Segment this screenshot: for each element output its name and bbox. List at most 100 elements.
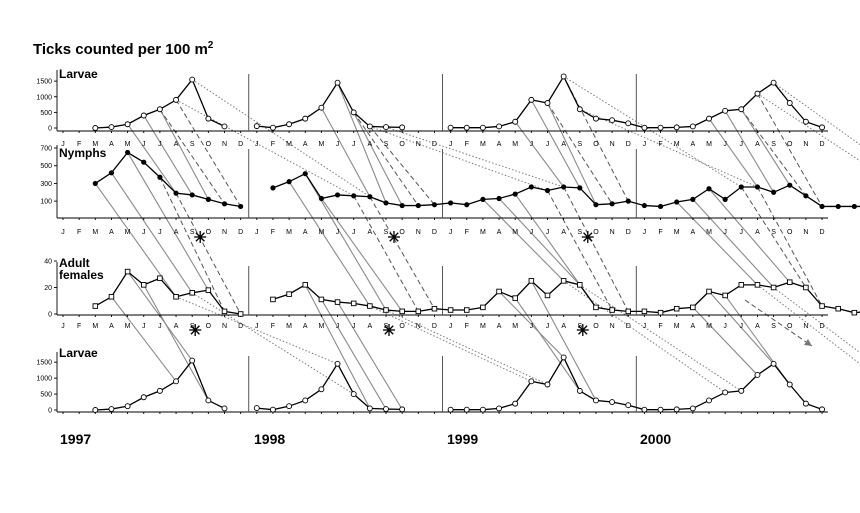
data-point: [609, 399, 616, 405]
month-label: J: [723, 229, 727, 236]
data-point: [156, 387, 163, 394]
data-point: [593, 115, 599, 122]
month-label: A: [174, 141, 179, 148]
data-point: [221, 123, 228, 130]
month-label: S: [384, 229, 389, 236]
data-point: [835, 203, 841, 210]
data-point: [528, 184, 534, 190]
data-point: [479, 406, 486, 413]
link-line: [127, 152, 209, 291]
data-point: [496, 123, 502, 130]
data-point: [786, 381, 793, 388]
data-point: [238, 203, 244, 210]
month-label: J: [61, 229, 65, 236]
month-label: J: [740, 323, 744, 330]
month-label: M: [92, 141, 98, 148]
year-label-1999: 1999: [447, 431, 478, 447]
month-label: M: [706, 141, 712, 148]
asterisk-stroke: [578, 325, 588, 335]
link-line: [143, 115, 193, 196]
month-label: J: [530, 323, 534, 330]
data-point: [706, 115, 712, 122]
month-label: M: [674, 141, 680, 148]
data-series: [92, 73, 860, 413]
link-line: [773, 82, 860, 146]
data-point: [302, 397, 309, 404]
asterisk-stroke: [389, 232, 399, 242]
data-point: [802, 118, 809, 125]
month-label: M: [286, 323, 292, 330]
month-label: J: [255, 141, 259, 148]
month-label: D: [626, 141, 631, 148]
data-point: [221, 201, 228, 207]
data-point: [302, 282, 309, 288]
link-line: [304, 284, 371, 409]
data-point: [108, 294, 115, 300]
larvae-top-line: [256, 81, 403, 129]
link-line: [175, 296, 338, 365]
asterisk-stroke: [190, 325, 200, 335]
link-line: [547, 102, 613, 205]
data-point: [367, 303, 373, 309]
link-line: [111, 296, 177, 382]
month-label: O: [593, 229, 599, 236]
month-label: A: [303, 323, 308, 330]
month-label: D: [238, 141, 243, 148]
asterisk-stroke: [195, 232, 205, 242]
asterisk-icon: [383, 324, 395, 336]
data-point: [706, 186, 712, 192]
month-label: O: [206, 323, 212, 330]
y-tick-label: 300: [40, 181, 52, 188]
data-point: [415, 202, 421, 209]
data-point: [205, 196, 211, 202]
data-point: [350, 300, 357, 307]
data-point: [302, 115, 309, 122]
month-label: J: [643, 229, 647, 236]
month-label: J: [449, 323, 453, 330]
larvae-top-label: Larvae: [59, 67, 98, 81]
link-line: [563, 186, 629, 312]
data-point: [512, 400, 519, 407]
data-point: [657, 124, 664, 131]
data-point: [593, 304, 599, 311]
month-label: M: [706, 323, 712, 330]
month-label: A: [561, 323, 566, 330]
data-point: [544, 381, 551, 388]
month-label: D: [626, 323, 631, 330]
asterisk-icon: [576, 324, 589, 336]
y-tick-label: 500: [40, 392, 52, 399]
data-point: [286, 291, 292, 297]
link-line: [498, 291, 565, 358]
month-label: J: [255, 229, 259, 236]
month-label: A: [561, 229, 566, 236]
link-line: [740, 186, 807, 288]
month-label: A: [497, 229, 502, 236]
y-tick-label: 1000: [36, 376, 52, 383]
month-label: J: [61, 141, 65, 148]
data-point: [334, 79, 341, 86]
data-point: [124, 268, 131, 275]
data-point: [237, 311, 244, 317]
month-label: A: [174, 323, 179, 330]
developmental-links: [94, 76, 860, 410]
month-label: J: [530, 229, 534, 236]
data-point: [770, 284, 777, 291]
month-label: J: [530, 141, 534, 148]
data-point: [480, 196, 486, 202]
month-label: O: [593, 141, 599, 148]
y-tick-label: 500: [40, 163, 52, 170]
month-label: D: [820, 323, 825, 330]
data-point: [270, 185, 276, 191]
month-label: F: [77, 141, 81, 148]
month-label: M: [480, 141, 486, 148]
data-point: [125, 149, 131, 156]
data-point: [787, 279, 793, 285]
month-label: M: [674, 323, 680, 330]
month-label: M: [286, 229, 292, 236]
data-point: [367, 194, 373, 200]
month-label: J: [158, 323, 162, 330]
month-label: F: [658, 141, 662, 148]
nymphs-line: [272, 172, 860, 208]
month-label: D: [238, 229, 243, 236]
data-point: [447, 406, 454, 413]
